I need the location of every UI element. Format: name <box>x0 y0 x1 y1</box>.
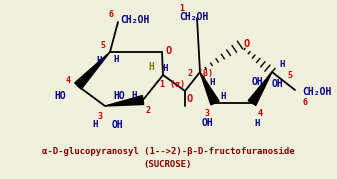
Text: OH: OH <box>251 77 263 87</box>
Text: 4: 4 <box>65 76 70 84</box>
Text: H: H <box>148 62 154 72</box>
Text: (SUCROSE): (SUCROSE) <box>144 161 192 170</box>
Text: 1: 1 <box>180 4 184 13</box>
Text: H: H <box>113 54 119 64</box>
Polygon shape <box>105 96 144 106</box>
Text: H: H <box>279 59 285 69</box>
Text: O: O <box>166 46 172 56</box>
Polygon shape <box>75 52 110 89</box>
Polygon shape <box>200 72 219 105</box>
Text: 4: 4 <box>257 108 263 117</box>
Text: OH: OH <box>111 120 123 130</box>
Text: 1 (α): 1 (α) <box>160 79 185 88</box>
Text: 3: 3 <box>97 112 102 120</box>
Text: OH: OH <box>271 79 283 89</box>
Text: OH: OH <box>201 118 213 128</box>
Text: CH₂OH: CH₂OH <box>179 12 209 22</box>
Text: O: O <box>187 94 193 104</box>
Text: HO: HO <box>54 91 66 101</box>
Text: H: H <box>162 64 168 72</box>
Text: H: H <box>96 55 102 64</box>
Text: α-D-glucopyranosyl (1-->2)-β-D-fructofuranoside: α-D-glucopyranosyl (1-->2)-β-D-fructofur… <box>42 147 294 156</box>
Text: H: H <box>254 118 260 127</box>
Text: 2: 2 <box>146 105 151 115</box>
Text: 6: 6 <box>109 9 114 18</box>
Text: CH₂OH: CH₂OH <box>302 87 332 97</box>
Text: H: H <box>220 91 226 100</box>
Text: 5: 5 <box>100 40 105 50</box>
Text: H: H <box>92 120 98 129</box>
Text: CH₂OH: CH₂OH <box>120 15 150 25</box>
Polygon shape <box>248 72 272 105</box>
Text: O: O <box>244 39 250 49</box>
Text: 6: 6 <box>303 98 307 107</box>
Text: 2 (β): 2 (β) <box>188 69 214 78</box>
Text: H: H <box>209 78 215 86</box>
Text: 3: 3 <box>205 108 210 117</box>
Text: H: H <box>131 91 137 100</box>
Text: 5: 5 <box>287 71 293 79</box>
Text: HO: HO <box>113 91 125 101</box>
